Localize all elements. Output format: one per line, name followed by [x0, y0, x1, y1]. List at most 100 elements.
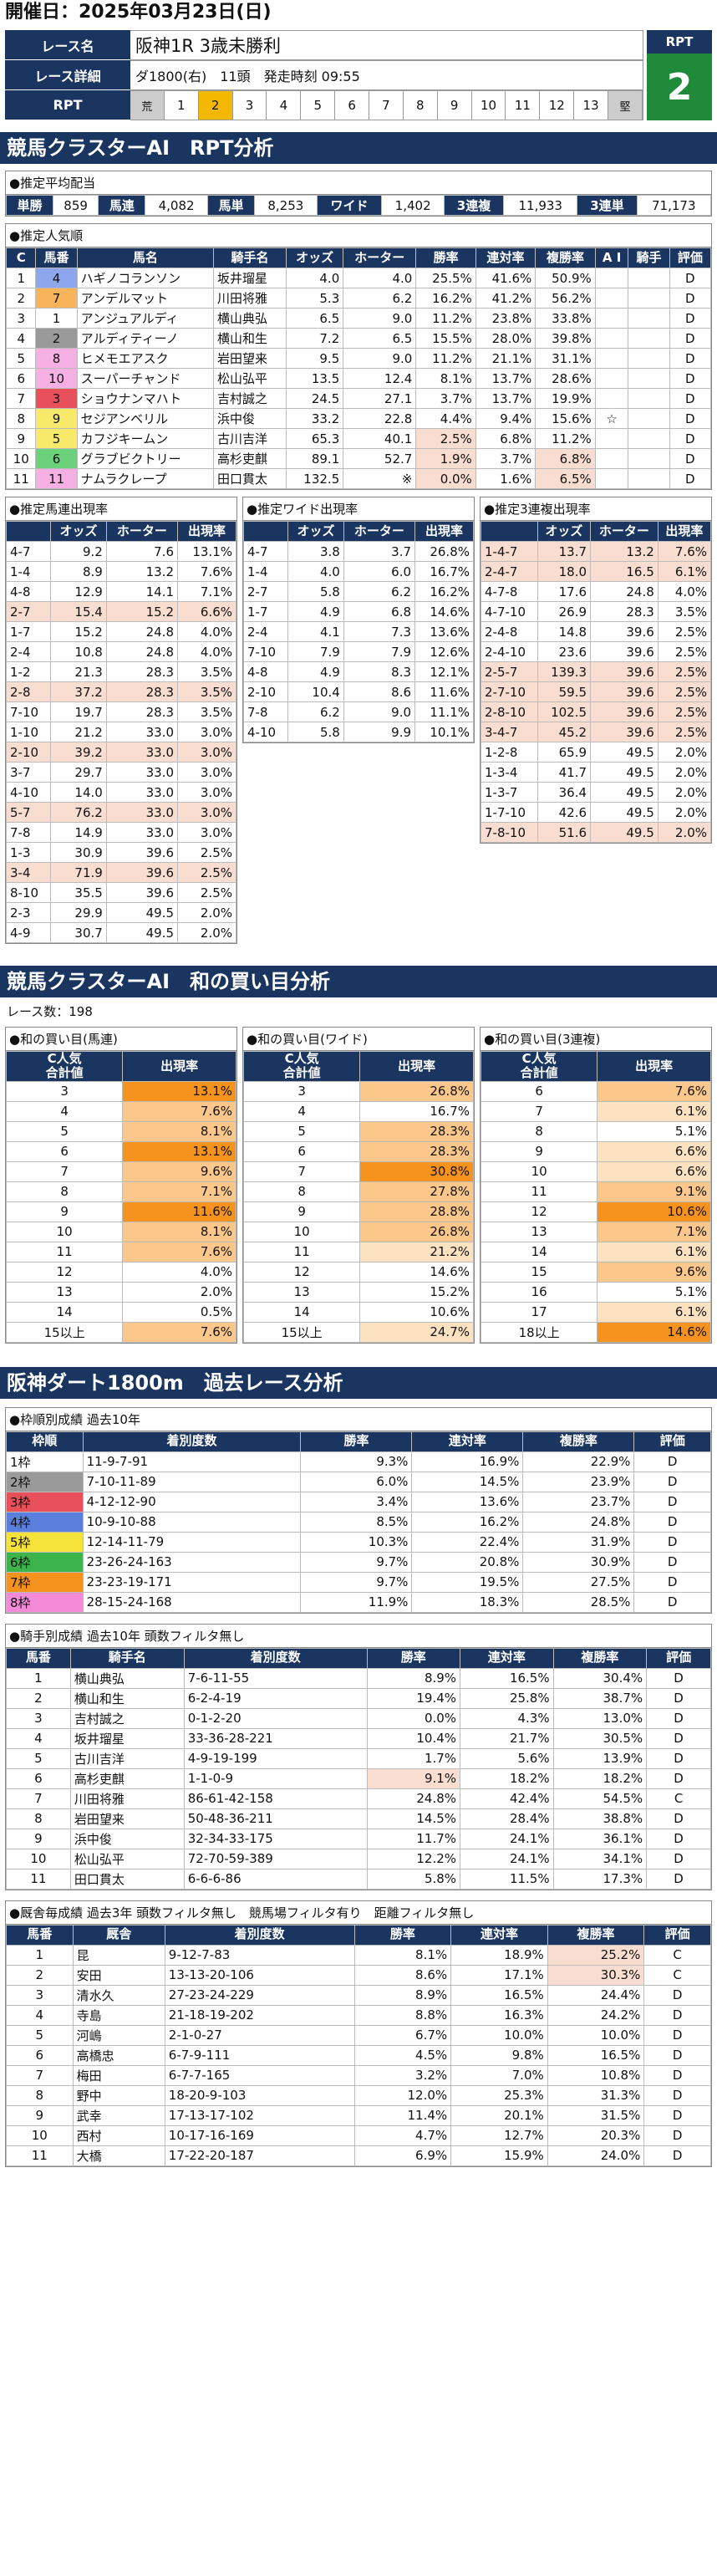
table-cell: 49.5	[590, 822, 659, 843]
table-cell: 19.4%	[366, 1687, 461, 1709]
rpt-scale-cell: 3	[233, 91, 267, 120]
table-cell: 15.4	[50, 601, 107, 622]
table-cell: 72-70-59-389	[183, 1848, 368, 1870]
table-cell: 39.2	[50, 742, 107, 763]
table-cell: 13	[242, 1281, 361, 1303]
table-cell: 9.6%	[122, 1160, 236, 1182]
column-header: 連対率	[411, 1431, 524, 1452]
table-row: 5枠 12-14-11-79 10.3% 22.4% 31.9% D	[6, 1531, 711, 1553]
table-cell: 13.0%	[552, 1707, 648, 1729]
table-cell: D	[646, 1687, 711, 1709]
table-cell: 6	[5, 1140, 124, 1162]
avg-label: 馬単	[206, 195, 256, 216]
table-cell: 89.1	[286, 448, 344, 469]
column-header: オッズ	[536, 521, 592, 542]
table-cell: 岩田望来	[69, 1808, 185, 1829]
table-cell	[628, 428, 670, 449]
table-cell: 8.1%	[415, 368, 476, 389]
table-cell: 古川吉洋	[69, 1747, 185, 1769]
table-cell: 4-8	[242, 661, 289, 682]
table-cell: 8	[5, 408, 37, 429]
table-cell: 2-7-10	[481, 681, 538, 702]
table-cell: 4.3%	[460, 1707, 554, 1729]
wa-sanren-table: C人気 合計値 出現率 6 7.6% 7 6.1% 8 5.1% 9 6.6% 10 6.6% 11 9.…	[480, 1051, 711, 1343]
table-row: 4-10 14.0 33.0 3.0%	[5, 782, 236, 803]
table-row: 2-7 15.4 15.2 6.6%	[5, 601, 236, 622]
table-cell: 2.5%	[177, 882, 236, 903]
table-cell: 横山和生	[69, 1687, 185, 1709]
table-cell: D	[643, 2145, 711, 2166]
table-cell: 21.2	[50, 722, 107, 742]
table-cell: 松山弘平	[213, 368, 287, 389]
table-row: 7-10 7.9 7.9 12.6%	[242, 641, 474, 662]
table-cell: 21.3	[50, 661, 107, 682]
table-row: 3-4-7 45.2 39.6 2.5%	[481, 722, 712, 742]
table-cell: 50.9%	[535, 268, 596, 288]
table-cell: 2.5%	[657, 661, 712, 682]
table-cell: 17.1%	[450, 1964, 548, 1986]
table-cell: 6.1%	[597, 1301, 711, 1323]
table-cell: 7.0%	[450, 2064, 548, 2086]
table-cell: 16	[480, 1281, 598, 1303]
table-cell: 7-6-11-55	[183, 1667, 368, 1689]
table-cell: 4-9-19-199	[183, 1747, 368, 1769]
table-row: 4 16.7%	[242, 1100, 474, 1122]
table-row: 15 9.6%	[480, 1261, 711, 1283]
column-header: 出現率	[177, 521, 236, 542]
table-cell: 6.1%	[597, 1100, 711, 1122]
table-cell: 12.4	[343, 368, 417, 389]
table-cell: 3	[242, 1080, 361, 1102]
table-cell: 25.5%	[415, 268, 476, 288]
table-cell: グラブビクトリー	[76, 448, 215, 469]
table-cell: 14.6%	[597, 1321, 711, 1343]
header-row: C人気 合計値 出現率	[5, 1051, 236, 1082]
table-cell: 16.3%	[450, 2004, 548, 2026]
table-cell: 13.6%	[411, 1491, 524, 1512]
table-cell: 6	[480, 1080, 598, 1102]
table-cell: 37.2	[50, 681, 107, 702]
table-row: 1-4 8.9 13.2 7.6%	[5, 561, 236, 582]
table-cell: 5.8	[287, 722, 344, 742]
table-cell: 3-7	[5, 762, 52, 783]
table-cell: 30.7	[50, 922, 107, 943]
table-cell: 7	[5, 1160, 124, 1182]
header-row: 馬番 騎手名 着別度数 勝率 連対率 複勝率 評価	[6, 1647, 711, 1669]
table-cell: 28.5%	[522, 1591, 635, 1613]
table-cell: 4-10	[5, 782, 52, 803]
table-row: 3 吉村誠之 0-1-2-20 0.0% 4.3% 13.0% D	[6, 1707, 711, 1729]
table-cell: 16.5	[590, 561, 659, 582]
table-cell: 76.2	[50, 802, 107, 823]
table-cell: 5.1%	[597, 1120, 711, 1142]
rpt-scale-cell: 11	[506, 91, 541, 120]
table-cell: 4-7-10	[481, 601, 538, 622]
table-row: 3-4 71.9 39.6 2.5%	[5, 862, 236, 883]
table-cell	[628, 468, 670, 489]
table-cell: 32-34-33-175	[183, 1828, 368, 1849]
table-cell: 41.2%	[475, 288, 536, 309]
table-cell: D	[643, 2004, 711, 2026]
table-cell: 3	[6, 1707, 71, 1729]
table-cell: 5	[5, 348, 37, 369]
table-cell: 寺島	[72, 2004, 165, 2026]
table-row: 2-5-7 139.3 39.6 2.5%	[481, 661, 712, 682]
table-cell: 9.1%	[366, 1767, 461, 1789]
column-header: 勝率	[415, 247, 476, 268]
table-cell: 27.8%	[359, 1181, 474, 1202]
table-cell: 50-48-36-211	[183, 1808, 368, 1829]
table-cell: 3.8	[287, 541, 344, 562]
table-cell: 9.8%	[450, 2044, 548, 2066]
table-cell: 42.4%	[460, 1788, 554, 1809]
table-cell: 7	[6, 1788, 71, 1809]
column-header	[5, 521, 52, 542]
table-cell: 15.2	[50, 621, 107, 642]
table-row: 8 5.1%	[480, 1120, 711, 1142]
race-detail: ダ1800(右) 11頭 発走時刻 09:55	[130, 60, 643, 90]
table-cell: 田口貫太	[69, 1868, 185, 1890]
table-cell: 7-10	[5, 701, 52, 722]
table-cell: 13-13-20-106	[164, 1964, 355, 1986]
table-cell: 9.4%	[475, 408, 536, 429]
table-cell: 5	[35, 428, 78, 449]
table-cell: 2-7	[242, 581, 289, 602]
table-cell: 4.0%	[657, 581, 712, 602]
table-cell: 29.9	[50, 902, 107, 923]
